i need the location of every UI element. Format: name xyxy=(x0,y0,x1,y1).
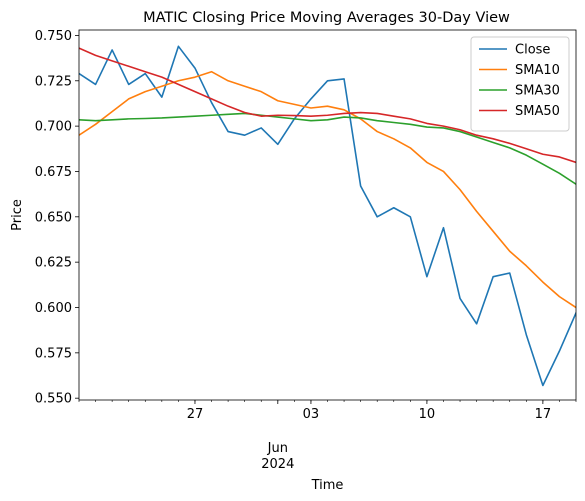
x-month-label: Jun xyxy=(267,441,288,456)
x-tick-label: 03 xyxy=(303,407,320,422)
y-tick-label: 0.625 xyxy=(35,256,72,271)
series-line-sma30 xyxy=(79,112,576,186)
x-tick-label: 10 xyxy=(419,407,436,422)
y-tick-label: 0.550 xyxy=(35,392,72,407)
series-line-sma50 xyxy=(79,47,576,164)
legend-label-close: Close xyxy=(515,43,550,58)
legend: Close SMA10 SMA30 SMA50 xyxy=(470,36,570,132)
y-tick-label: 0.750 xyxy=(35,29,72,44)
series-layer xyxy=(79,45,576,387)
x-tick-label: 27 xyxy=(187,407,204,422)
y-tick-label: 0.725 xyxy=(35,74,72,89)
y-tick-label: 0.650 xyxy=(35,210,72,225)
chart-title: MATIC Closing Price Moving Averages 30-D… xyxy=(143,10,510,26)
legend-label-sma30: SMA30 xyxy=(515,84,560,99)
x-year-label: 2024 xyxy=(261,457,294,472)
series-line-sma10 xyxy=(79,70,576,309)
legend-label-sma50: SMA50 xyxy=(515,104,560,119)
y-axis: 0.550 0.575 0.600 0.625 0.650 0.675 0.700 0.725… xyxy=(35,29,79,407)
legend-label-sma10: SMA10 xyxy=(515,63,560,78)
y-tick-label: 0.700 xyxy=(35,120,72,135)
x-tick-label: 17 xyxy=(535,407,552,422)
y-axis-title: Price xyxy=(10,199,25,231)
x-axis-title: Time xyxy=(311,478,344,493)
series-line-close xyxy=(79,45,576,387)
legend-box xyxy=(470,36,570,132)
y-tick-label: 0.600 xyxy=(35,301,72,316)
y-tick-label: 0.575 xyxy=(35,346,72,361)
plot-area xyxy=(79,45,576,387)
y-tick-label: 0.675 xyxy=(35,165,72,180)
